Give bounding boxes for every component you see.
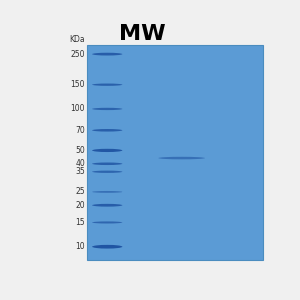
Text: 150: 150 [71, 80, 85, 89]
Text: 50: 50 [75, 146, 85, 155]
Text: 25: 25 [76, 188, 85, 196]
Text: 10: 10 [76, 242, 85, 251]
Ellipse shape [92, 204, 122, 207]
Bar [88, 45, 263, 260]
Ellipse shape [158, 157, 205, 159]
Ellipse shape [92, 149, 122, 152]
Ellipse shape [92, 129, 122, 132]
Text: 15: 15 [76, 218, 85, 227]
Text: 20: 20 [76, 201, 85, 210]
Ellipse shape [92, 108, 122, 110]
Ellipse shape [92, 221, 122, 224]
Ellipse shape [92, 83, 122, 86]
Ellipse shape [92, 171, 122, 173]
Text: 70: 70 [75, 126, 85, 135]
Ellipse shape [92, 53, 122, 56]
Text: 250: 250 [71, 50, 85, 58]
Ellipse shape [92, 163, 122, 165]
Text: 35: 35 [75, 167, 85, 176]
Ellipse shape [92, 245, 122, 249]
Text: KDa: KDa [70, 35, 85, 44]
Ellipse shape [92, 191, 122, 193]
Text: MW: MW [119, 24, 166, 44]
Text: 100: 100 [71, 104, 85, 113]
Text: 40: 40 [75, 159, 85, 168]
